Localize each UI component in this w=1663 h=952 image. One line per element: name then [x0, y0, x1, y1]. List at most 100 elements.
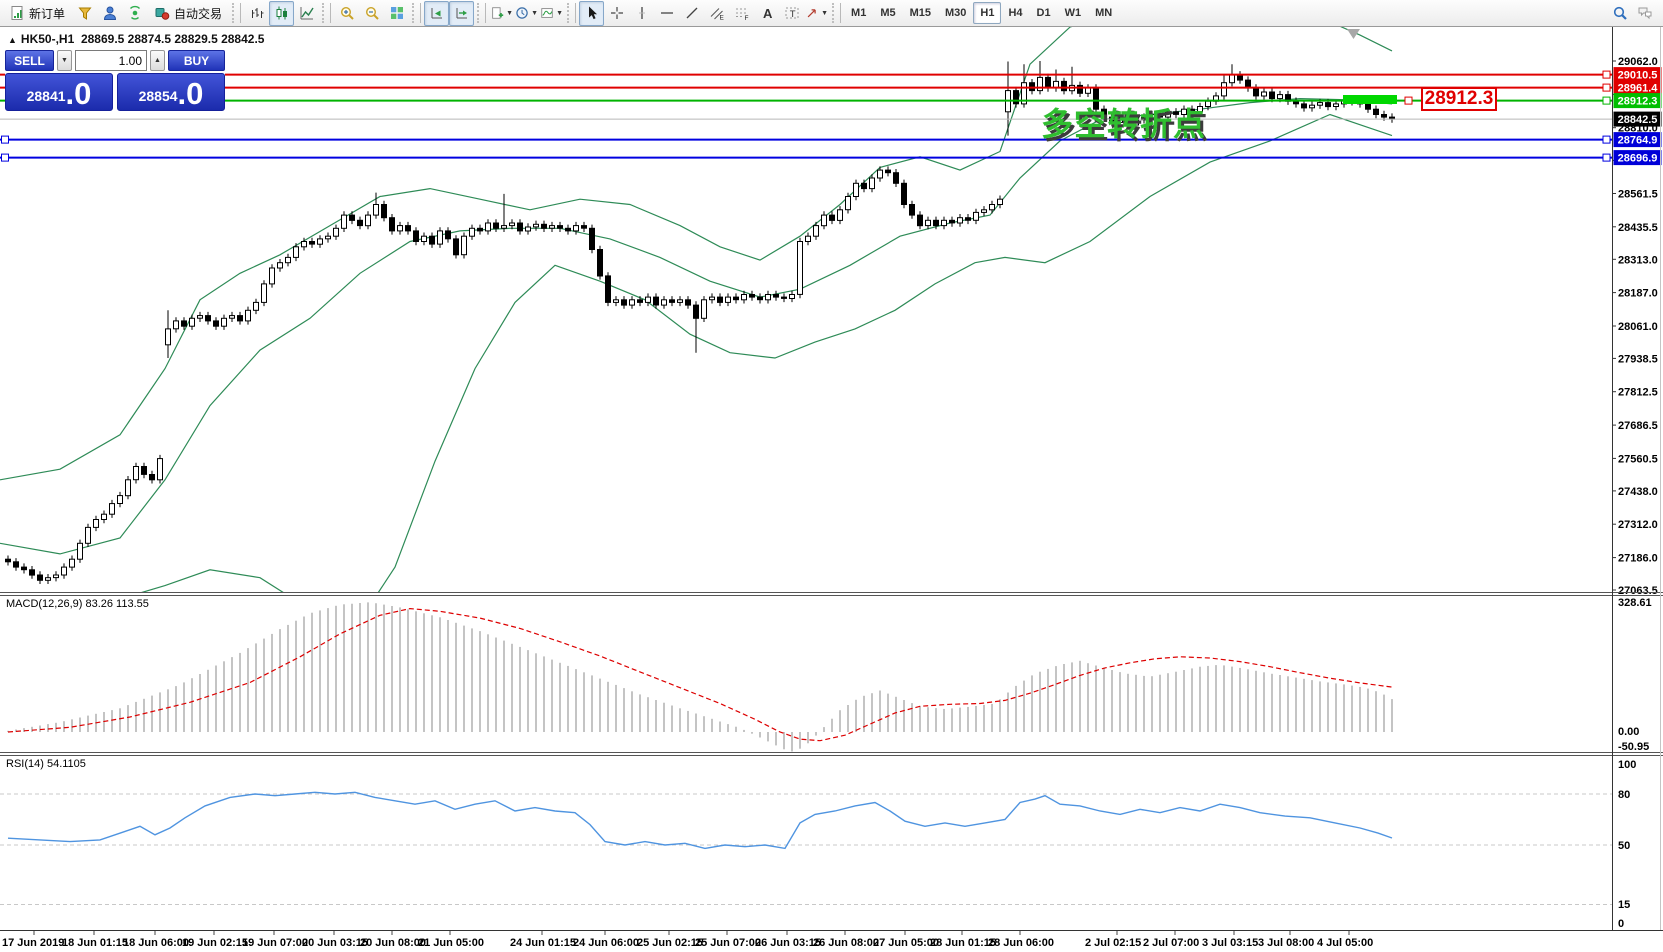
timeframe-MN-button[interactable]: MN [1095, 7, 1113, 19]
candle-body [1165, 111, 1171, 118]
buy-button[interactable]: BUY [168, 50, 225, 71]
indicators-list-button[interactable]: ▼ [539, 1, 564, 26]
chat-button[interactable] [1632, 1, 1657, 26]
toolbar-separator [575, 3, 577, 23]
auto-scroll-button[interactable] [424, 0, 450, 26]
buy-price-button[interactable]: 28854.0 [117, 73, 225, 111]
candle-body [1133, 116, 1139, 126]
bollinger-bands [0, 27, 1393, 592]
chart-shift-button[interactable] [449, 0, 475, 26]
candle-body [149, 474, 155, 481]
line-handle[interactable] [1602, 153, 1611, 162]
candle-body [557, 225, 563, 229]
timeframe-D1-button[interactable]: D1 [1036, 7, 1051, 19]
bars-icon [251, 8, 264, 18]
collapse-panel-icon[interactable]: ▲ [8, 35, 17, 45]
new-order-button[interactable]: 新订单 [2, 1, 72, 26]
svg-text:F: F [744, 15, 748, 21]
timeframe-M1-button[interactable]: M1 [851, 7, 867, 19]
timeframe-H1-button[interactable]: H1 [973, 2, 1002, 24]
candle-body [13, 561, 19, 568]
highlight-rectangle[interactable] [1343, 95, 1397, 104]
volume-decrease-button[interactable]: ▼ [57, 50, 72, 71]
candle-body [93, 519, 99, 528]
candle-body [197, 315, 203, 319]
equidistant-channel-button[interactable]: E [704, 1, 729, 26]
line-handle[interactable] [1, 153, 9, 162]
price-callout-label[interactable]: 28912.3 [1421, 87, 1497, 111]
candle-body [53, 574, 59, 579]
sell-price-button[interactable]: 28841.0 [5, 73, 113, 111]
callout-anchor[interactable] [1404, 96, 1413, 105]
candlestick-chart-button[interactable] [269, 0, 295, 26]
line-chart-button[interactable] [294, 1, 319, 26]
candle-body [901, 182, 907, 206]
trendline-button[interactable] [679, 1, 704, 26]
candle-body [405, 225, 411, 232]
toolbar-separator [420, 3, 422, 23]
line-handle[interactable] [1602, 96, 1611, 105]
text-button[interactable]: A [754, 1, 779, 26]
macd-axis-label: 0.00 [1618, 726, 1639, 738]
cursor-button[interactable] [579, 0, 605, 26]
candle-body [429, 235, 435, 245]
candle-body [125, 479, 131, 497]
volume-increase-button[interactable]: ▲ [150, 50, 165, 71]
line-handle[interactable] [1602, 135, 1611, 144]
timeframe-M15-button[interactable]: M15 [909, 7, 931, 19]
toolbar-separator [240, 3, 242, 23]
sell-button[interactable]: SELL [5, 50, 54, 71]
bar-chart-button[interactable] [244, 1, 269, 26]
horizontal-line-button[interactable] [654, 1, 679, 26]
timeframe-W1-button[interactable]: W1 [1064, 7, 1082, 19]
candle-body [165, 328, 171, 346]
zoom-in-button[interactable] [334, 1, 359, 26]
community-button[interactable] [97, 1, 122, 26]
candle-body [997, 198, 1003, 205]
candle-body [925, 219, 931, 227]
candle-body [941, 219, 947, 227]
sell-price-main: 28841 [26, 88, 66, 104]
periods-button[interactable]: ▼ [514, 1, 539, 26]
candle-body [173, 320, 179, 330]
candle-body [101, 513, 107, 521]
zoom-out-button[interactable] [359, 1, 384, 26]
candle-body [1141, 116, 1147, 121]
timeframe-M5-button[interactable]: M5 [880, 7, 896, 19]
new-order-label: 新订单 [29, 6, 66, 21]
tile-windows-button[interactable] [384, 1, 409, 26]
line-handle[interactable] [1602, 70, 1611, 79]
candle-body [1317, 102, 1323, 106]
time-axis-label: 18 Jun 01:15 [62, 937, 128, 949]
candle-body [821, 214, 827, 227]
zoomin-icon [340, 6, 354, 20]
time-axis-label: 28 Jun 06:00 [988, 937, 1054, 949]
candle-body [629, 299, 635, 306]
crosshair-button[interactable] [604, 1, 629, 26]
candle-body [573, 225, 579, 232]
text-label-button[interactable]: T [779, 1, 804, 26]
funnel-button[interactable] [72, 1, 97, 26]
arrows-button[interactable]: ▼ [804, 1, 829, 26]
volume-input[interactable]: 1.00 [75, 50, 147, 71]
signal-icon [129, 5, 140, 20]
fibonacci-button[interactable]: F [729, 1, 754, 26]
signals-button[interactable] [122, 1, 147, 26]
candle-body [5, 558, 11, 563]
timeframe-H4-button[interactable]: H4 [1008, 7, 1023, 19]
candle-body [797, 241, 803, 295]
auto-trading-button[interactable]: 自动交易 [147, 1, 229, 26]
search-button[interactable] [1607, 1, 1632, 26]
timeframe-M30-button[interactable]: M30 [945, 7, 967, 19]
candle-body [29, 569, 35, 576]
templates-button[interactable]: ▼ [489, 1, 514, 26]
candle-body [245, 309, 251, 322]
line-handle[interactable] [1602, 83, 1611, 92]
line-handle[interactable] [1, 135, 9, 144]
candle-body [293, 246, 299, 258]
vertical-line-button[interactable] [629, 1, 654, 26]
candle-body [1013, 90, 1019, 105]
chart-text-annotation[interactable]: 多空转折点 [1041, 106, 1207, 142]
